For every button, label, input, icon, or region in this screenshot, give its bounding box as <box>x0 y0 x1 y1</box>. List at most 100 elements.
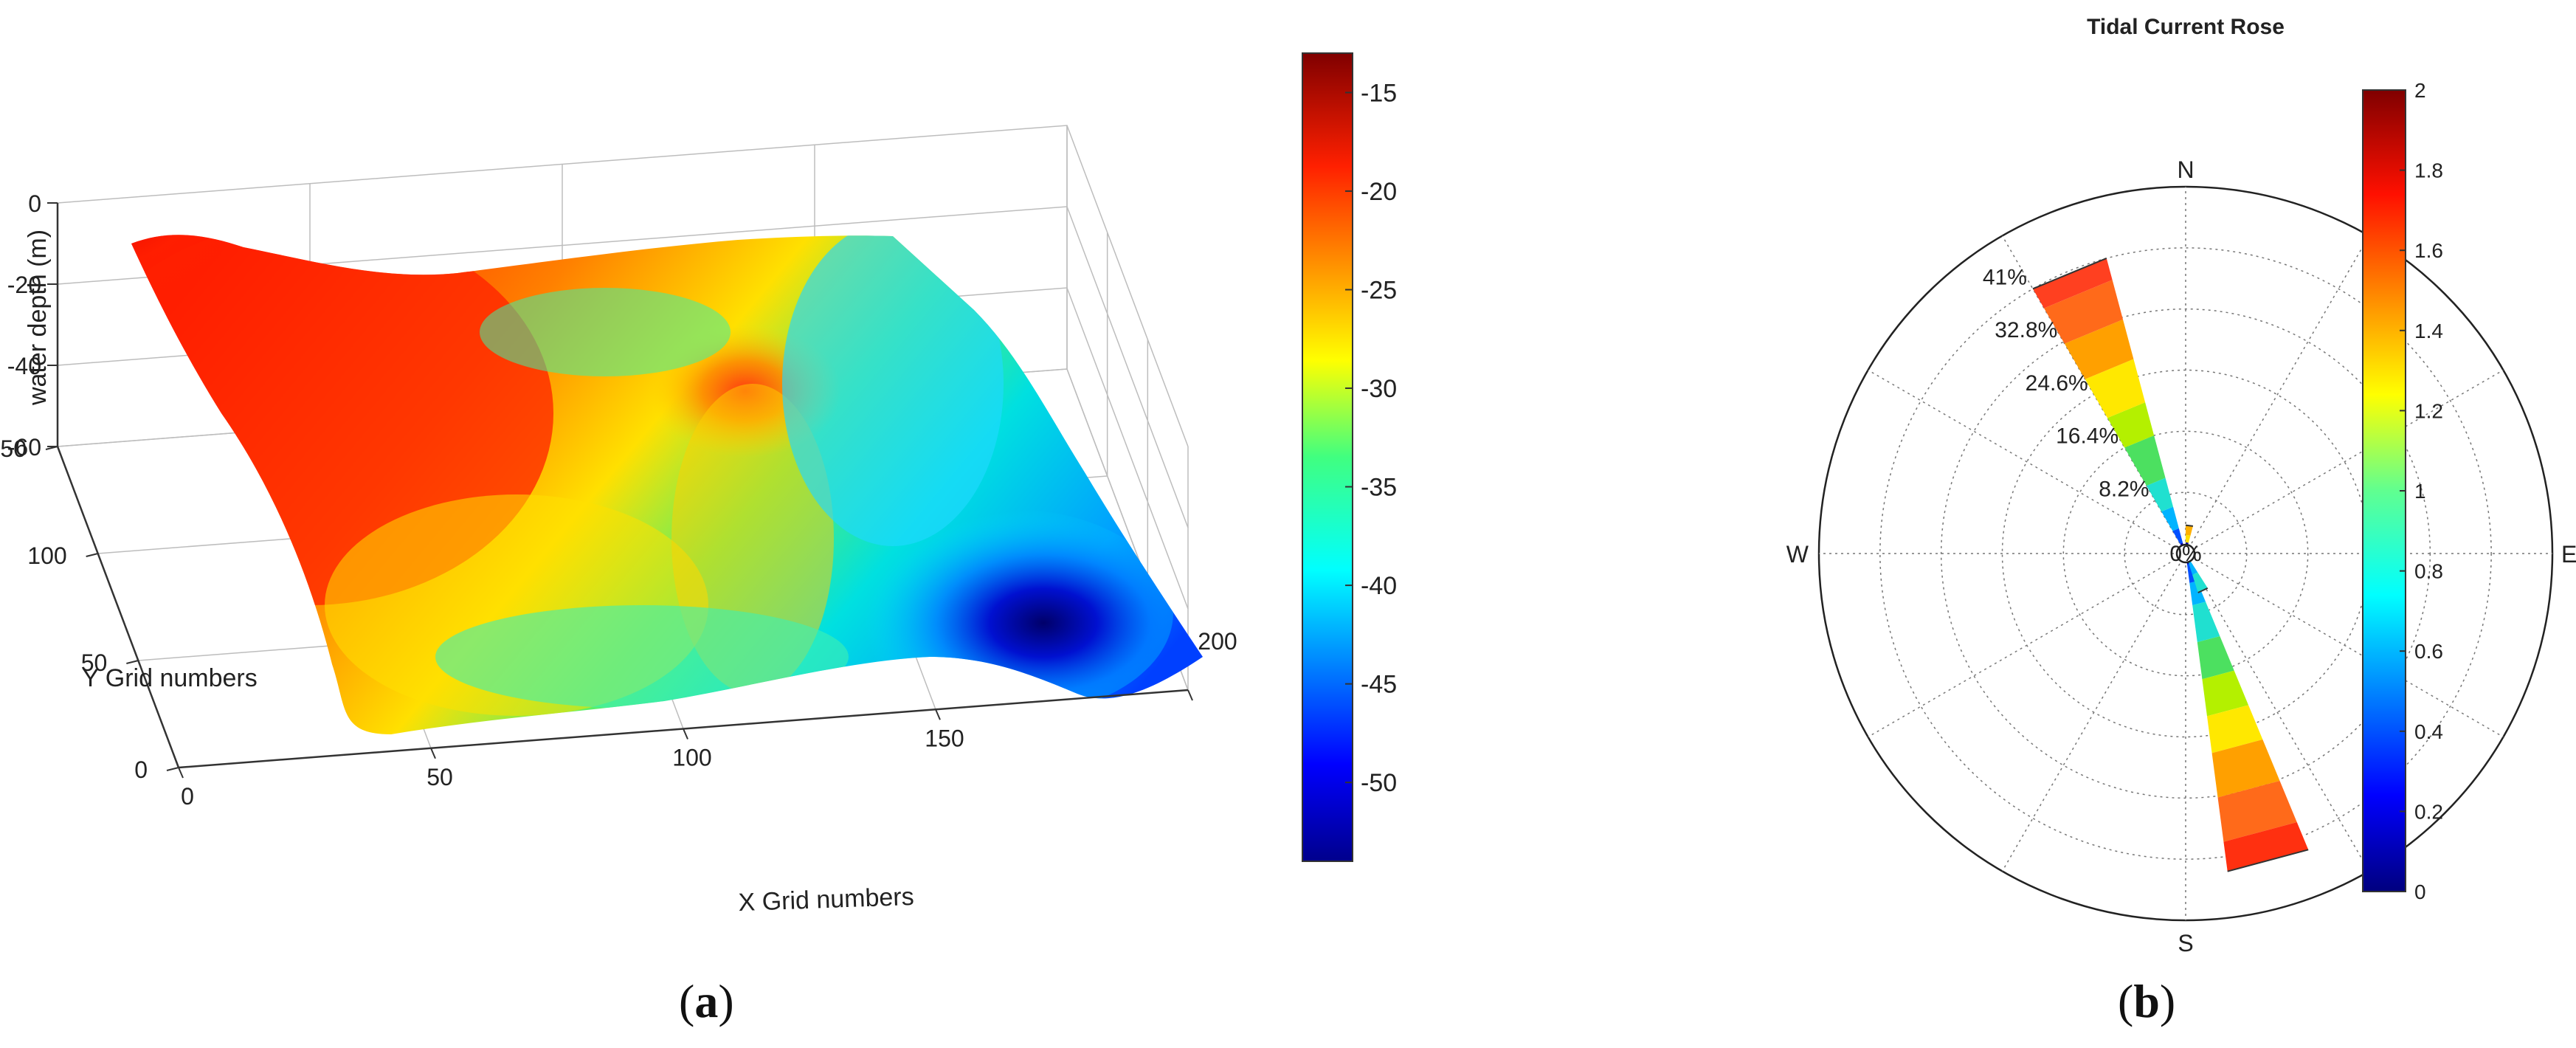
polar-ring <box>1879 247 2492 860</box>
radial-tick-label: 32.8% <box>1995 318 2057 342</box>
rose-segment <box>2189 581 2206 606</box>
rose-segment <box>2188 561 2198 575</box>
x-tick-labels: 0 50 100 150 200 <box>178 628 1237 810</box>
polar-spoke <box>2001 553 2186 872</box>
colorbar-b-tick-label: 1 <box>2414 480 2426 503</box>
y-tick-label: 0 <box>134 756 148 783</box>
z-tick-labels: 0 -20 -40 -60 <box>7 190 58 461</box>
colorbar-b-tick-label: 0.2 <box>2414 800 2443 823</box>
direction-label-w: W <box>1786 541 1809 568</box>
colorbar-b-tick-label: 1.6 <box>2414 239 2443 262</box>
panel-a-colorbar: -15 -20 -25 -30 -35 -40 -45 -50 <box>1302 52 1397 862</box>
rose-segment <box>2211 739 2280 798</box>
radial-tick-label: 16.4% <box>2056 424 2119 449</box>
x-tick-label: 200 <box>1198 628 1237 655</box>
colorbar-b-tick-label: 1.8 <box>2414 159 2443 182</box>
panel-a-caption: (a) <box>679 975 734 1027</box>
grid-line <box>57 206 1189 528</box>
polar-ring <box>1940 308 2431 799</box>
x-tick-mark <box>430 748 436 759</box>
rose-sector-edge <box>2032 258 2107 290</box>
panel-a-bathymetry: 0 50 100 150 200 0 50 100 150 0 -20 -40 -60 X Grid… <box>0 125 1237 1027</box>
direction-label-s: S <box>2178 930 2193 956</box>
x-tick-mark <box>178 767 184 779</box>
panel-b-caption: (b) <box>2118 975 2176 1027</box>
rose-segment <box>2172 528 2183 544</box>
colorbar-b-tick-label: 2 <box>2414 79 2426 102</box>
center-label: 0% <box>2169 542 2201 566</box>
rose-segment <box>2124 435 2166 486</box>
x-tick-mark <box>935 709 941 720</box>
polar-spoke <box>1868 369 2186 554</box>
colorbar-b-tick-label: 0.8 <box>2414 560 2443 583</box>
rose-segment <box>2032 258 2113 308</box>
colorbar-a-tick-label: -15 <box>1361 79 1397 107</box>
rose-segment <box>2064 319 2134 379</box>
z-axis-label: water depth (m) <box>24 230 52 406</box>
y-tick-mark <box>166 767 179 771</box>
y-tick-mark <box>86 553 98 557</box>
polar-spoke <box>2185 235 2370 554</box>
colorbar-a-tick-label: -50 <box>1361 769 1397 797</box>
polar-spoke <box>2001 235 2186 554</box>
rose-segment <box>2186 534 2191 543</box>
colorbar-b-tick-label: 1.2 <box>2414 399 2443 422</box>
panel-b-current-rose: Tidal Current Rose 8.2% 16.4% 24.6% 32.8% 41… <box>1402 0 2576 1044</box>
rose-segment <box>2192 601 2220 643</box>
center-hub <box>2175 543 2196 564</box>
bathymetry-surface <box>131 235 1203 734</box>
colorbar-b-tick-label: 0.4 <box>2414 720 2443 743</box>
polar-spoke <box>2185 369 2504 554</box>
colorbar-a-tick-labels: -15 -20 -25 -30 -35 -40 -45 -50 <box>1345 79 1397 797</box>
rose-plot: Tidal Current Rose 8.2% 16.4% 24.6% 32.8% 41… <box>1786 15 2576 956</box>
radial-tick-labels: 8.2% 16.4% 24.6% 32.8% 41% <box>1983 265 2149 501</box>
panel-b-caption-letter: b <box>2133 975 2160 1027</box>
rose-sectors <box>2032 258 2309 872</box>
rose-segment <box>2192 572 2208 593</box>
colorbar-a-tick-label: -20 <box>1361 178 1397 206</box>
colorbar-b-bar <box>2362 89 2406 892</box>
colorbar-a-tick-label: -30 <box>1361 375 1397 403</box>
rose-segment <box>2223 821 2309 872</box>
colorbar-b-tick-label: 1.4 <box>2414 320 2443 342</box>
radial-tick-label: 41% <box>1983 265 2027 289</box>
colorbar-a-bar <box>1302 52 1353 862</box>
rose-segment <box>2207 705 2263 754</box>
y-axis-label: Y Grid numbers <box>82 664 257 692</box>
rose-segment <box>2197 635 2234 680</box>
y-tick-label: 100 <box>27 542 66 569</box>
x-axis-label: X Grid numbers <box>738 883 914 917</box>
rose-segment <box>2146 478 2174 512</box>
x-tick-label: 0 <box>181 783 194 810</box>
rose-segment <box>2161 506 2179 531</box>
z-tick-label: -60 <box>7 434 41 461</box>
z-tick-label: -20 <box>7 272 41 298</box>
polar-spoke <box>2185 553 2504 738</box>
colorbar-b-tick-label: 0 <box>2414 880 2426 903</box>
x-tick-mark <box>683 728 688 740</box>
colorbar-b-tick-labels: 0 0.2 0.4 0.6 0.8 1 1.2 1.4 1.6 1.8 2 <box>2400 79 2443 903</box>
rose-sector-edge <box>2185 524 2194 527</box>
rose-segment <box>2044 280 2124 344</box>
polar-spoke <box>2185 553 2370 872</box>
direction-labels: N E S W <box>1786 156 2576 956</box>
rose-sector-edge <box>2197 587 2209 593</box>
polar-ring <box>2062 430 2309 677</box>
grid-line <box>57 125 1189 447</box>
rose-segment <box>2186 525 2193 536</box>
colorbar-a-tick-label: -35 <box>1361 474 1397 502</box>
panel-a-caption-letter: a <box>694 975 719 1027</box>
x-tick-label: 100 <box>672 745 711 771</box>
colorbar-a-tick-label: -40 <box>1361 572 1397 600</box>
rose-sector-edge <box>2227 849 2309 872</box>
x-tick-label: 50 <box>427 764 453 790</box>
surface-plot: 0 50 100 150 200 0 50 100 150 0 -20 -40 -60 X Grid… <box>0 125 1237 917</box>
x-tick-mark <box>1187 689 1193 701</box>
rose-segment <box>2107 402 2155 448</box>
y-tick-label: 150 <box>0 435 27 462</box>
rose-segment <box>2085 359 2146 418</box>
colorbar-a-tick-label: -25 <box>1361 276 1397 304</box>
rose-segment <box>2202 670 2249 717</box>
radial-tick-label: 24.6% <box>2026 371 2088 396</box>
polar-spoke <box>1868 553 2186 738</box>
